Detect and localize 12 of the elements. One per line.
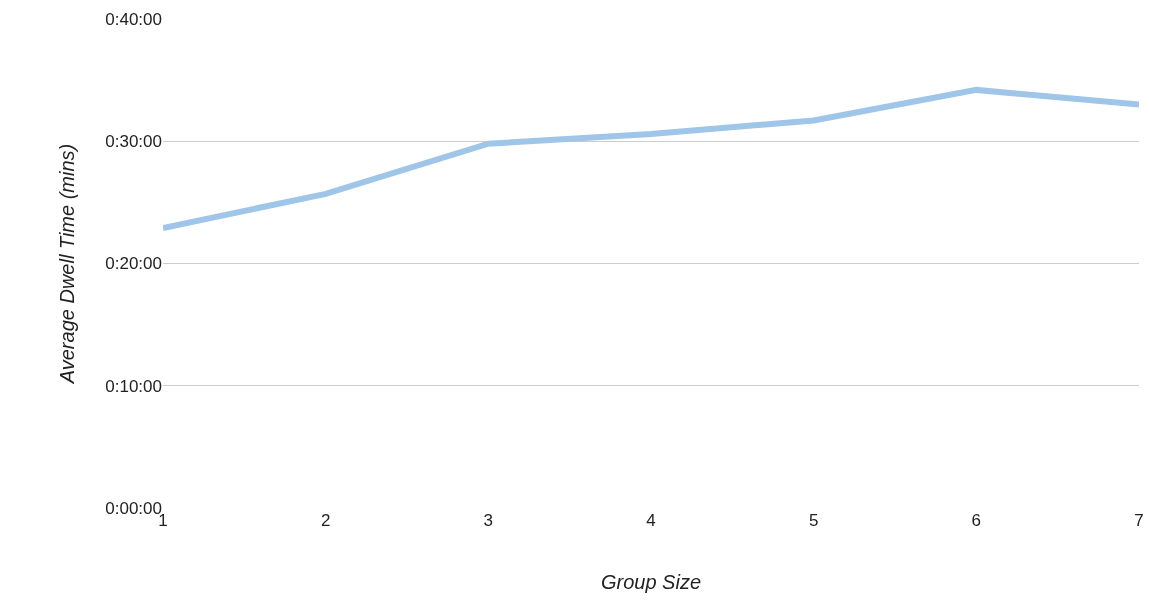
x-tick-label: 7 (1134, 511, 1144, 530)
x-tick-label: 3 (483, 511, 494, 530)
x-tick-label: 2 (320, 511, 331, 530)
y-tick-label: 0:10:00 (105, 376, 162, 396)
y-tick-label: 0:30:00 (105, 132, 162, 152)
x-tick-label: 6 (971, 511, 982, 530)
x-tick-label: 5 (808, 511, 819, 530)
y-axis-title: Average Dwell Time (mins) (55, 143, 78, 385)
y-tick-label: 0:20:00 (105, 254, 162, 274)
y-tick-label: 0:40:00 (105, 9, 162, 29)
x-axis-title: Group Size (600, 570, 702, 593)
x-tick-label: 4 (646, 511, 656, 530)
